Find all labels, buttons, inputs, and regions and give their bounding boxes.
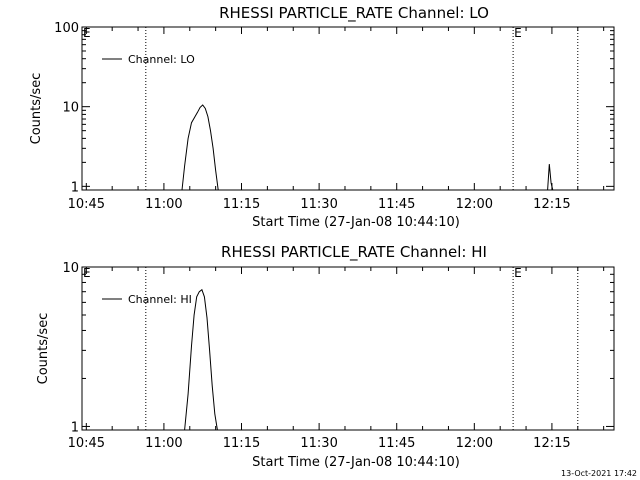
chart-title: RHESSI PARTICLE_RATE Channel: HI xyxy=(221,243,487,262)
y-tick-label: 1 xyxy=(71,420,79,435)
x-tick-label: 11:45 xyxy=(378,436,415,451)
y-tick-label: 10 xyxy=(62,261,79,276)
x-tick-label: 12:00 xyxy=(456,436,493,451)
chart-title: RHESSI PARTICLE_RATE Channel: LO xyxy=(219,4,489,23)
y-tick-label: 1 xyxy=(71,180,79,195)
plot-frame xyxy=(81,26,615,191)
panel-hi: RHESSI PARTICLE_RATE Channel: HI 10:45 11:… xyxy=(36,243,615,470)
legend-label: Channel: HI xyxy=(128,293,192,306)
corner-marker-label: E xyxy=(83,266,91,280)
series-line xyxy=(181,104,554,191)
y-axis-label: Counts/sec xyxy=(36,313,51,385)
panel-lo: RHESSI PARTICLE_RATE Channel: LO 10:45 11:… xyxy=(29,4,615,230)
event-marker-label: E xyxy=(514,266,522,280)
plot-frame xyxy=(81,266,615,431)
x-tick-label: 12:15 xyxy=(533,436,570,451)
corner-marker-label: E xyxy=(83,26,91,40)
y-tick-label: 100 xyxy=(54,21,79,36)
x-tick-label: 11:30 xyxy=(300,436,337,451)
x-tick-label: 11:15 xyxy=(223,436,260,451)
y-axis-label: Counts/sec xyxy=(29,73,44,145)
x-axis-label: Start Time (27-Jan-08 10:44:10) xyxy=(252,455,460,470)
x-tick-label: 10:45 xyxy=(68,197,105,212)
x-tick-label: 10:45 xyxy=(68,436,105,451)
legend-label: Channel: LO xyxy=(128,53,195,66)
timestamp-label: 13-Oct-2021 17:42 xyxy=(561,469,637,478)
x-tick-label: 11:00 xyxy=(145,436,182,451)
x-tick-label: 12:00 xyxy=(456,197,493,212)
x-tick-label: 11:15 xyxy=(223,197,260,212)
x-axis-label: Start Time (27-Jan-08 10:44:10) xyxy=(252,215,460,230)
y-tick-label: 10 xyxy=(62,101,79,116)
x-tick-label: 12:15 xyxy=(533,197,570,212)
x-tick-label: 11:00 xyxy=(145,197,182,212)
x-tick-label: 11:30 xyxy=(300,197,337,212)
x-tick-label: 11:45 xyxy=(378,197,415,212)
series-line xyxy=(184,288,218,431)
event-marker-label: E xyxy=(514,26,522,40)
